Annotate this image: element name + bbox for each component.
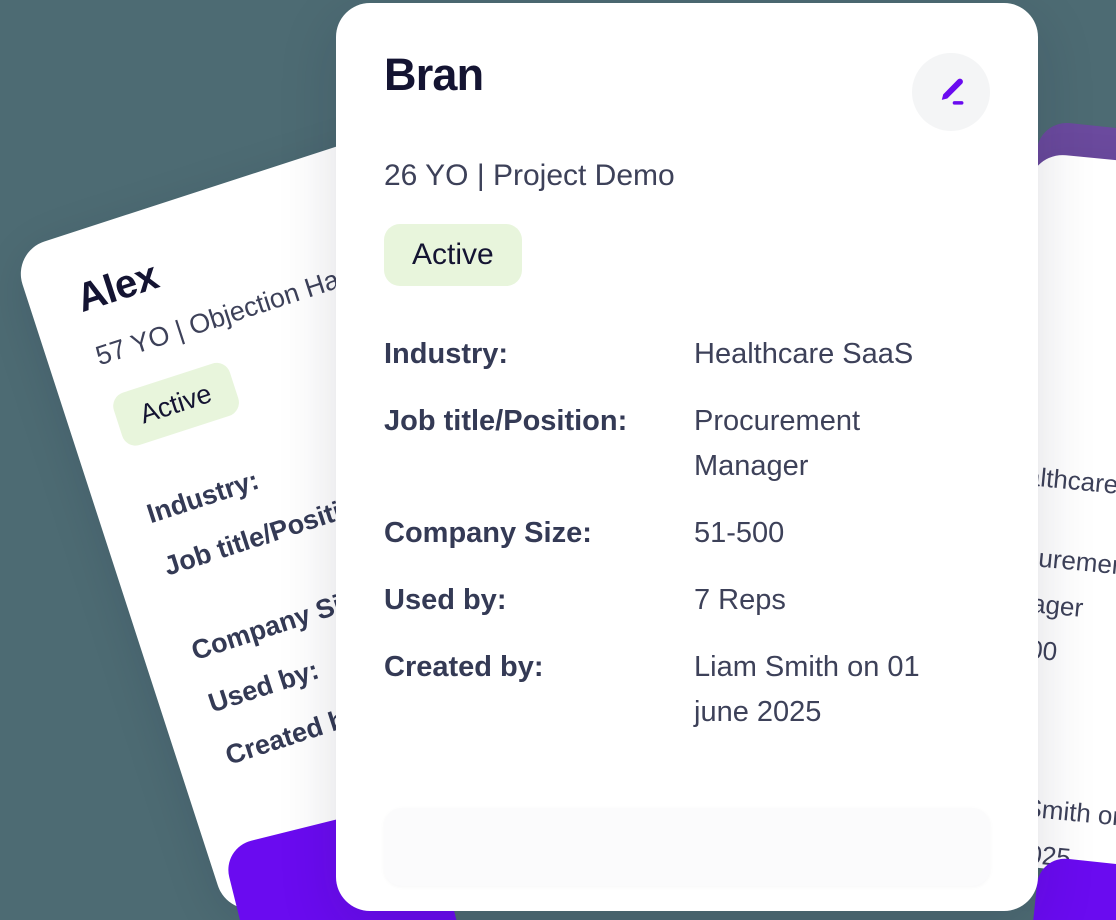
detail-row-position: Job title/Position: Procurement Manager xyxy=(384,399,990,489)
detail-row-used-by: Used by: 7 Reps xyxy=(384,578,990,623)
detail-row-created-by: Created by: Liam Smith on 01 june 2025 xyxy=(384,645,990,735)
edit-button[interactable] xyxy=(912,53,990,131)
persona-subtitle: 26 YO | Project Demo xyxy=(384,159,675,192)
detail-value-company-size: 51-500 xyxy=(694,516,785,549)
detail-label-company-size: Company Size: xyxy=(384,516,592,549)
persona-card-content: Bran 26 YO | Project Demo Active Industr… xyxy=(336,3,1038,911)
left-card-status-badge: Active xyxy=(109,359,243,450)
detail-label-industry: Industry: xyxy=(384,338,509,370)
detail-label-used-by: Used by: xyxy=(384,583,507,616)
detail-value-used-by: 7 Reps xyxy=(694,583,786,616)
status-badge: Active xyxy=(384,224,522,286)
pencil-edit-icon xyxy=(934,75,968,109)
detail-value-position: Procurement Manager xyxy=(694,404,861,482)
persona-details-list: Industry: Healthcare SaaS Job title/Posi… xyxy=(384,332,990,735)
detail-value-industry: Healthcare SaaS xyxy=(694,338,914,370)
detail-row-industry: Industry: Healthcare SaaS xyxy=(384,332,990,377)
detail-row-company-size: Company Size: 51-500 xyxy=(384,511,990,556)
detail-label-position: Job title/Position: xyxy=(384,404,628,437)
detail-value-created-by: Liam Smith on 01 june 2025 xyxy=(694,650,920,728)
persona-card-header: Bran xyxy=(384,51,990,131)
empty-content-placeholder xyxy=(384,808,990,886)
persona-card-main[interactable]: Bran 26 YO | Project Demo Active Industr… xyxy=(336,3,1038,911)
page-title: Bran xyxy=(384,49,484,100)
detail-label-created-by: Created by: xyxy=(384,650,544,683)
